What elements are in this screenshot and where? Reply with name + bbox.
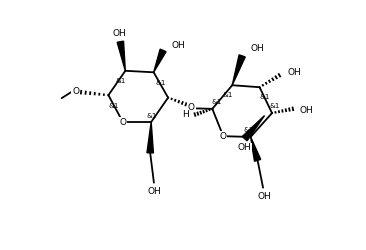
Text: &1: &1 bbox=[156, 80, 166, 86]
Text: OH: OH bbox=[112, 28, 126, 38]
Text: OH: OH bbox=[238, 143, 251, 152]
Polygon shape bbox=[154, 49, 166, 72]
Text: OH: OH bbox=[147, 187, 161, 196]
Text: &1: &1 bbox=[270, 103, 280, 109]
Polygon shape bbox=[147, 122, 153, 153]
Polygon shape bbox=[251, 137, 261, 161]
Polygon shape bbox=[242, 116, 265, 141]
Text: OH: OH bbox=[171, 41, 185, 50]
Text: O: O bbox=[119, 118, 126, 126]
Text: OH: OH bbox=[258, 192, 272, 201]
Text: OH: OH bbox=[251, 44, 264, 53]
Text: &1: &1 bbox=[211, 99, 221, 105]
Text: &1: &1 bbox=[116, 78, 126, 84]
Polygon shape bbox=[232, 55, 245, 85]
Text: OH: OH bbox=[287, 68, 301, 77]
Text: O: O bbox=[220, 132, 227, 141]
Text: &1: &1 bbox=[243, 127, 254, 133]
Text: &1: &1 bbox=[109, 102, 119, 108]
Text: &1: &1 bbox=[147, 113, 157, 119]
Text: O: O bbox=[188, 102, 195, 112]
Text: OH: OH bbox=[299, 106, 313, 115]
Text: O: O bbox=[72, 87, 79, 96]
Text: &1: &1 bbox=[260, 94, 270, 100]
Polygon shape bbox=[117, 41, 125, 71]
Text: &1: &1 bbox=[223, 92, 233, 98]
Text: H: H bbox=[182, 110, 188, 119]
